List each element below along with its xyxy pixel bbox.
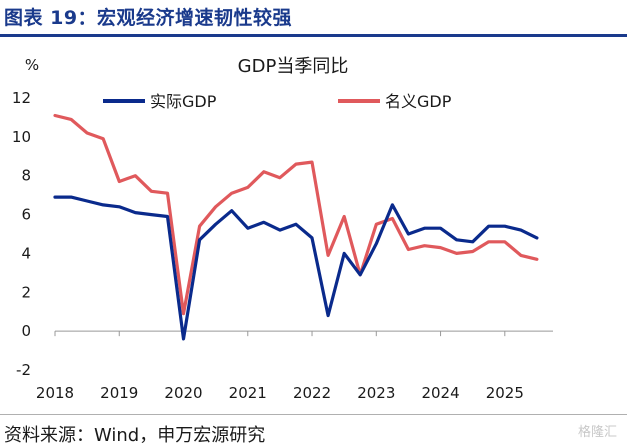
x-tick-label: 2023 xyxy=(357,384,395,402)
series-group xyxy=(53,113,539,341)
series-line-nominal-gdp xyxy=(53,113,539,316)
y-tick-label: 12 xyxy=(12,89,31,107)
legend-label: 名义GDP xyxy=(385,92,452,111)
y-tick-label: 8 xyxy=(21,167,31,185)
x-tick-label: 2020 xyxy=(164,384,202,402)
y-tick-label: 6 xyxy=(21,206,31,224)
title-underline xyxy=(0,34,627,37)
watermark-logo: 格隆汇 xyxy=(577,425,617,440)
x-tick-label: 2025 xyxy=(486,384,524,402)
y-tick-label: -2 xyxy=(16,361,31,379)
x-tick-label: 2019 xyxy=(100,384,138,402)
x-tick-label: 2018 xyxy=(36,384,74,402)
legend: 实际GDP 名义GDP xyxy=(103,92,452,111)
x-tick-label: 2021 xyxy=(229,384,267,402)
x-tick-label: 2022 xyxy=(293,384,331,402)
y-axis-unit-label: % xyxy=(25,56,39,74)
y-tick-label: 0 xyxy=(21,322,31,340)
source-note: 资料来源：Wind，申万宏源研究 xyxy=(4,425,266,446)
legend-label: 实际GDP xyxy=(150,92,217,111)
figure-title: 图表 19：宏观经济增速韧性较强 xyxy=(4,7,293,29)
y-tick-label: 2 xyxy=(21,283,31,301)
y-axis: -2 0 2 4 6 8 10 12 xyxy=(12,89,31,379)
x-tick-label: 2024 xyxy=(421,384,459,402)
x-axis: 2018 2019 2020 2021 2022 2023 2024 2025 xyxy=(36,330,553,402)
y-tick-label: 10 xyxy=(12,128,31,146)
footer-divider xyxy=(0,414,627,415)
series-line-real-gdp xyxy=(53,195,539,341)
y-tick-label: 4 xyxy=(21,244,31,262)
chart-title: GDP当季同比 xyxy=(238,56,349,77)
